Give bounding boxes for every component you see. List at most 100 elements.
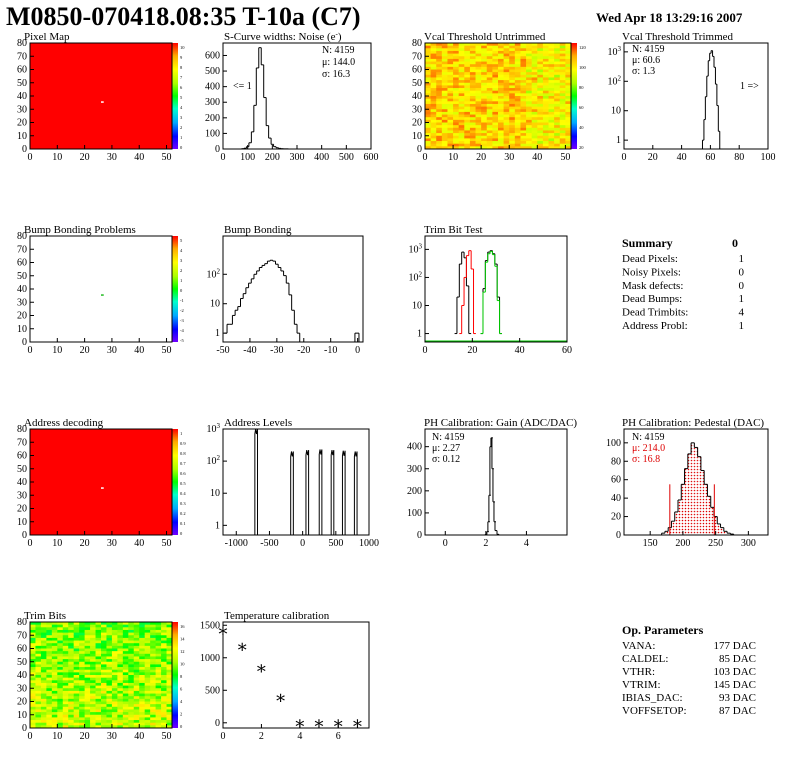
heatmap-cell	[514, 48, 521, 52]
heatmap-cell	[106, 635, 113, 639]
heatmap-cell	[35, 714, 42, 718]
heatmap-cell	[166, 680, 173, 684]
heatmap-cell	[514, 45, 521, 49]
heatmap-cell	[133, 696, 140, 700]
heatmap-cell	[111, 709, 118, 713]
heatmap-cell	[486, 56, 493, 60]
heatmap-cell	[117, 669, 124, 673]
heatmap-cell	[447, 90, 454, 94]
heatmap-cell	[464, 50, 471, 54]
x-tick-label: 2	[259, 731, 264, 742]
heatmap-cell	[111, 690, 118, 694]
y-tick-label: 100	[606, 438, 621, 449]
heatmap-cell	[106, 622, 113, 626]
heatmap-cell	[101, 669, 107, 673]
heatmap-cell	[79, 635, 86, 639]
heatmap-cell	[548, 58, 555, 62]
heatmap-cell	[453, 146, 460, 150]
x-tick-label: 30	[107, 152, 117, 163]
palette-label: 1	[180, 431, 182, 436]
heatmap-cell	[117, 698, 124, 702]
heatmap-cell	[90, 664, 96, 668]
heatmap-cell	[565, 50, 572, 54]
heatmap-cell	[35, 704, 42, 708]
heatmap-cell	[453, 61, 460, 65]
heatmap-cell	[492, 141, 499, 145]
heatmap-cell	[150, 693, 157, 697]
heatmap-cell	[526, 133, 533, 137]
heatmap-cell	[68, 677, 75, 681]
heatmap-cell	[447, 98, 454, 102]
heatmap-cell	[458, 133, 465, 137]
heatmap-cell	[458, 117, 465, 121]
heatmap-cell	[101, 101, 104, 103]
heatmap-cell	[150, 675, 157, 679]
heatmap-cell	[117, 706, 124, 710]
heatmap-cell	[520, 119, 527, 123]
heatmap-cell	[565, 43, 572, 47]
histogram-bar	[717, 523, 721, 535]
heatmap-cell	[447, 119, 454, 123]
heatmap-cell	[498, 106, 505, 110]
scurve-stats-box: N: 4159 μ: 144.0 σ: 16.3	[322, 45, 355, 80]
heatmap-cell	[111, 725, 118, 729]
heatmap-cell	[144, 701, 151, 705]
heatmap-cell	[458, 109, 465, 113]
heatmap-cell	[90, 648, 96, 652]
heatmap-cell	[537, 127, 544, 131]
heatmap-cell	[155, 645, 162, 649]
heatmap-cell	[503, 50, 510, 54]
heatmap-cell	[133, 725, 140, 729]
heatmap-cell	[469, 101, 476, 105]
histogram-bar	[664, 531, 669, 535]
plot-frame	[424, 235, 568, 343]
heatmap-cell	[84, 632, 91, 636]
x-tick-label: 0	[221, 731, 226, 742]
palette-label: 0	[180, 288, 183, 293]
heatmap-cell	[514, 74, 521, 78]
heatmap-cell	[117, 717, 124, 721]
heatmap-cell	[90, 722, 96, 726]
heatmap-cell	[79, 661, 86, 665]
heatmap-cell	[101, 725, 107, 729]
heatmap-fill	[30, 43, 172, 149]
heatmap-cell	[503, 64, 510, 68]
address-level-peak	[353, 451, 358, 535]
heatmap-cell	[144, 693, 151, 697]
heatmap-cell	[469, 98, 476, 102]
heatmap-cell	[95, 682, 102, 686]
heatmap-cell	[548, 103, 555, 107]
heatmap-cell	[469, 43, 476, 47]
heatmap-cell	[79, 645, 86, 649]
heatmap-cell	[559, 80, 566, 84]
heatmap-cell	[79, 690, 86, 694]
heatmap-cell	[554, 45, 561, 49]
heatmap-cell	[117, 651, 124, 655]
heatmap-cell	[503, 93, 510, 97]
y-tick-label: 0	[616, 530, 621, 541]
y-tick-label: 50	[17, 78, 27, 89]
heatmap-cell	[565, 114, 572, 118]
heatmap-cell	[447, 77, 454, 81]
palette-label: 0	[180, 145, 183, 150]
heatmap-cell	[111, 661, 118, 665]
heatmap-cell	[84, 725, 91, 729]
heatmap-cell	[73, 675, 80, 679]
summary-row-label: Dead Pixels:	[622, 253, 678, 265]
heatmap-cell	[458, 96, 465, 100]
heatmap-cell	[111, 637, 118, 641]
heatmap-cell	[51, 645, 58, 649]
heatmap-cell	[447, 103, 454, 107]
y-tick-label: 30	[17, 104, 27, 115]
heatmap-cell	[166, 709, 173, 713]
op-param-value: 103 DAC	[714, 666, 756, 678]
heatmap-cell	[469, 141, 476, 145]
heatmap-cell	[565, 106, 572, 110]
heatmap-cell	[161, 682, 167, 686]
y-tick-label: 70	[17, 630, 27, 641]
heatmap-cell	[548, 117, 555, 121]
heatmap-cell	[514, 130, 521, 134]
heatmap-cell	[79, 627, 86, 631]
heatmap-cell	[73, 627, 80, 631]
